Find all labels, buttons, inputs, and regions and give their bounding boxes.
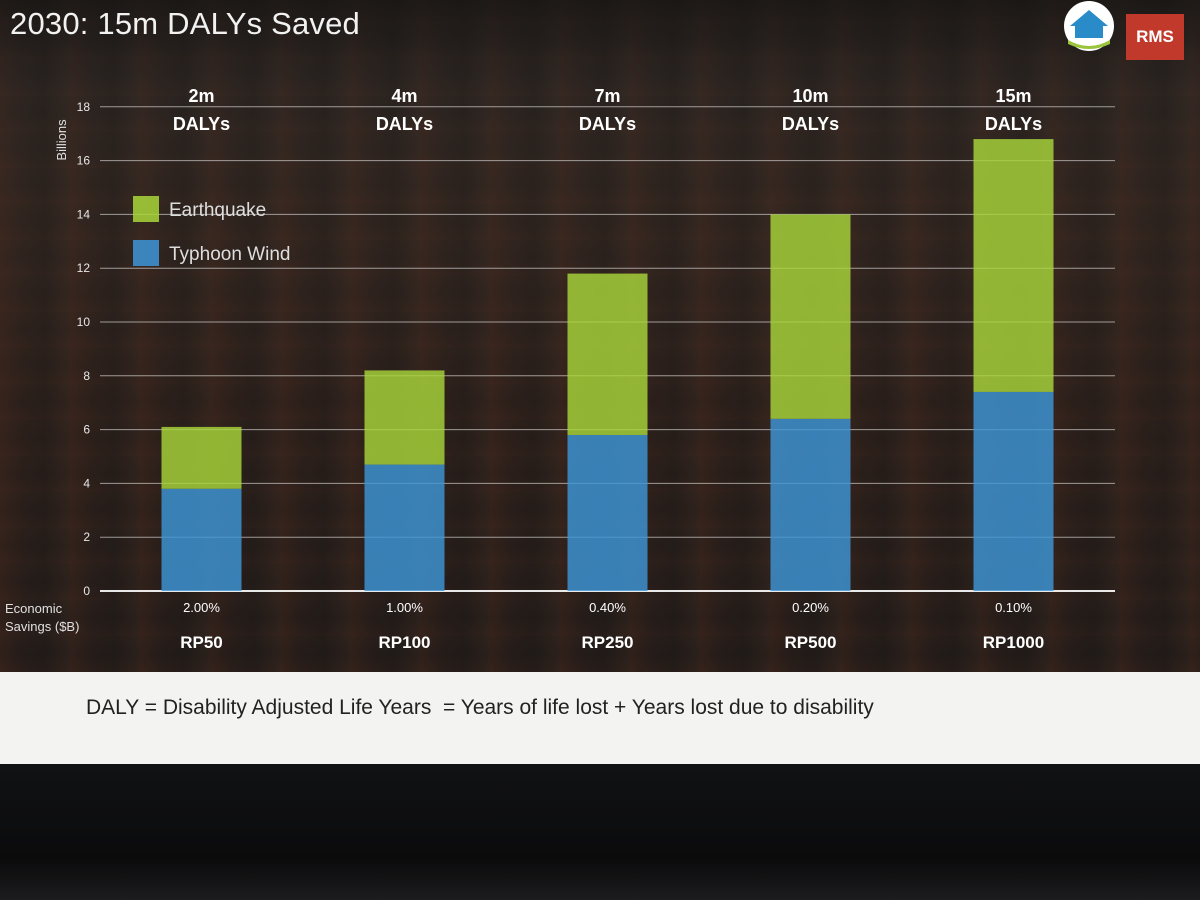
savings-label: 0.40% bbox=[589, 600, 626, 615]
y-tick-label: 0 bbox=[83, 584, 90, 598]
y-tick-label: 10 bbox=[77, 315, 91, 329]
house-logo-icon bbox=[1064, 1, 1114, 51]
bar-labels: 2m DALYs 2.00% RP50 4m DALYs 1.00% RP100 7m DALYs… bbox=[173, 86, 1044, 652]
y-axis-title: Billions bbox=[54, 119, 69, 161]
y-axis-ticks: 0 2 4 6 8 10 12 14 16 18 bbox=[77, 100, 91, 598]
daly-definition: DALY = Disability Adjusted Life Years = … bbox=[86, 696, 874, 719]
y-tick-label: 16 bbox=[77, 154, 91, 168]
bar-typhoon-wind bbox=[364, 464, 445, 591]
bar-top-label-unit: DALYs bbox=[579, 114, 636, 134]
category-label: RP500 bbox=[785, 633, 837, 652]
y-tick-label: 14 bbox=[77, 207, 91, 221]
monitor-bezel bbox=[0, 764, 1200, 900]
bar-typhoon-wind bbox=[973, 391, 1054, 591]
bar-top-label-unit: DALYs bbox=[985, 114, 1042, 134]
category-label: RP100 bbox=[379, 633, 431, 652]
y-tick-label: 4 bbox=[83, 476, 90, 490]
category-label: RP50 bbox=[180, 633, 223, 652]
slide: 2030: 15m DALYs Saved RMS 0 2 4 6 8 10 12 14 16 1… bbox=[0, 0, 1200, 672]
bar-top-label-value: 15m bbox=[995, 86, 1031, 106]
y-tick-label: 18 bbox=[77, 100, 91, 114]
bar-earthquake bbox=[567, 273, 648, 435]
y-tick-label: 6 bbox=[83, 423, 90, 437]
legend-label: Earthquake bbox=[169, 200, 266, 221]
bar-earthquake bbox=[770, 214, 851, 419]
bar-earthquake bbox=[161, 426, 242, 489]
y-tick-label: 8 bbox=[83, 369, 90, 383]
legend: Earthquake Typhoon Wind bbox=[133, 196, 290, 266]
bar-top-label-unit: DALYs bbox=[376, 114, 433, 134]
x-axis-label-line-2: Savings ($B) bbox=[5, 619, 79, 634]
bar-earthquake bbox=[973, 139, 1054, 392]
legend-label: Typhoon Wind bbox=[169, 244, 290, 265]
category-label: RP250 bbox=[582, 633, 634, 652]
bar-top-label-unit: DALYs bbox=[173, 114, 230, 134]
y-tick-label: 2 bbox=[83, 530, 90, 544]
bars bbox=[161, 139, 1054, 591]
footer-band: DALY = Disability Adjusted Life Years = … bbox=[0, 672, 1200, 764]
rms-logo: RMS bbox=[1126, 14, 1184, 60]
bar-top-label-unit: DALYs bbox=[782, 114, 839, 134]
savings-label: 0.20% bbox=[792, 600, 829, 615]
legend-swatch bbox=[133, 196, 159, 222]
slide-title: 2030: 15m DALYs Saved bbox=[10, 6, 360, 41]
x-axis-label-line-1: Economic bbox=[5, 601, 63, 616]
bar-top-label-value: 10m bbox=[792, 86, 828, 106]
bar-earthquake bbox=[364, 370, 445, 465]
bar-typhoon-wind bbox=[567, 434, 648, 591]
bar-top-label-value: 7m bbox=[594, 86, 620, 106]
savings-label: 0.10% bbox=[995, 600, 1032, 615]
category-label: RP1000 bbox=[983, 633, 1044, 652]
bar-top-label-value: 4m bbox=[391, 86, 417, 106]
bar-typhoon-wind bbox=[770, 418, 851, 591]
savings-label: 1.00% bbox=[386, 600, 423, 615]
chart: 0 2 4 6 8 10 12 14 16 18 2m DALYs 2.00% RP50 4m DALYs 1… bbox=[5, 86, 1115, 652]
bar-typhoon-wind bbox=[161, 488, 242, 591]
savings-label: 2.00% bbox=[183, 600, 220, 615]
legend-swatch bbox=[133, 240, 159, 266]
y-tick-label: 12 bbox=[77, 261, 91, 275]
bar-top-label-value: 2m bbox=[188, 86, 214, 106]
